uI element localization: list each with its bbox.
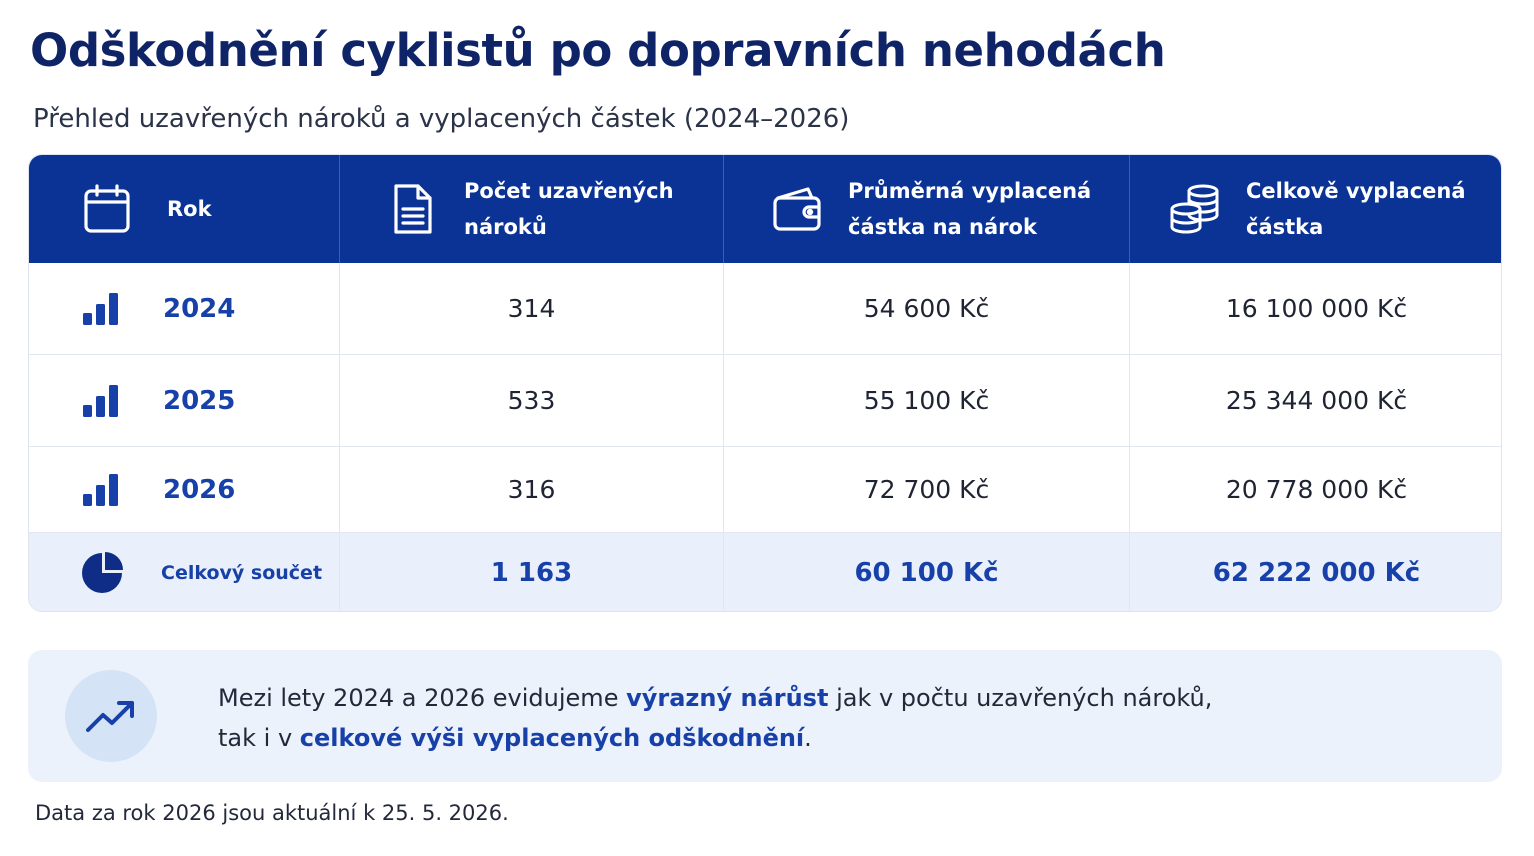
total-claims-value: 1 163 — [340, 533, 724, 611]
header-label: Počet uzavřených nároků — [464, 179, 674, 239]
bar-chart-icon — [83, 292, 119, 325]
note-text: . — [804, 724, 812, 752]
average-value: 54 600 Kč — [724, 263, 1130, 355]
pie-chart-icon — [81, 552, 123, 594]
claims-value: 533 — [340, 355, 724, 447]
header-label: Průměrná vyplacená částka na nárok — [848, 179, 1092, 239]
total-value: 16 100 000 Kč — [1130, 263, 1501, 355]
note-text: tak i v — [218, 724, 300, 752]
table-row-year: 2024 — [29, 263, 340, 355]
header-label: Celkově vyplacená částka — [1246, 179, 1466, 239]
coins-icon — [1168, 183, 1222, 235]
note-text: Mezi lety 2024 a 2026 evidujeme — [218, 684, 627, 712]
note-highlight: celkové výši vyplacených odškodnění — [299, 724, 805, 752]
table-row-year: 2026 — [29, 447, 340, 533]
note-text: jak v počtu uzavřených nároků, — [828, 684, 1213, 712]
claims-value: 316 — [340, 447, 724, 533]
claims-value: 314 — [340, 263, 724, 355]
bar-chart-icon — [83, 473, 119, 506]
header-claims-count: Počet uzavřených nároků — [340, 155, 724, 263]
total-amount-value: 62 222 000 Kč — [1130, 533, 1501, 611]
wallet-icon — [772, 186, 824, 232]
trending-up-icon — [65, 670, 157, 762]
calendar-icon — [83, 184, 131, 234]
claims-table: Rok Počet uzavřených nároků — [28, 154, 1502, 612]
insight-note: Mezi lety 2024 a 2026 evidujeme výrazný … — [28, 650, 1502, 782]
header-label: Rok — [167, 197, 212, 221]
year-value: 2025 — [163, 385, 236, 416]
total-row-label: Celkový součet — [161, 562, 323, 584]
average-value: 72 700 Kč — [724, 447, 1130, 533]
average-value: 55 100 Kč — [724, 355, 1130, 447]
bar-chart-icon — [83, 384, 119, 417]
total-average-value: 60 100 Kč — [724, 533, 1130, 611]
header-total-amount: Celkově vyplacená částka — [1130, 155, 1501, 263]
total-value: 25 344 000 Kč — [1130, 355, 1501, 447]
insight-text: Mezi lety 2024 a 2026 evidujeme výrazný … — [218, 678, 1418, 758]
header-year: Rok — [29, 155, 340, 263]
note-highlight: výrazný nárůst — [626, 684, 829, 712]
page-subtitle: Přehled uzavřených nároků a vyplacených … — [33, 104, 850, 134]
document-icon — [392, 182, 434, 236]
page-title: Odškodnění cyklistů po dopravních nehodá… — [30, 24, 1166, 77]
year-value: 2026 — [163, 474, 236, 505]
year-value: 2024 — [163, 293, 236, 324]
header-average-amount: Průměrná vyplacená částka na nárok — [724, 155, 1130, 263]
table-row-year: 2025 — [29, 355, 340, 447]
total-row-label-cell: Celkový součet — [29, 533, 340, 611]
footnote: Data za rok 2026 jsou aktuální k 25. 5. … — [35, 801, 509, 825]
total-value: 20 778 000 Kč — [1130, 447, 1501, 533]
